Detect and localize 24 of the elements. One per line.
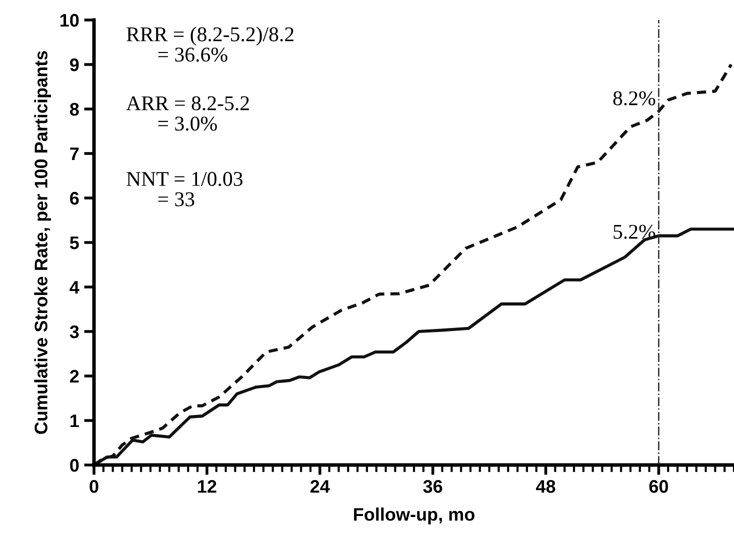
annotation: 8.2%	[613, 91, 656, 106]
annotation: RRR = (8.2-5.2)/8.2 = 36.6%	[126, 26, 294, 62]
y-axis-title: Cumulative Stroke Rate, per 100 Participants	[34, 51, 51, 434]
annotation: 5.2%	[614, 224, 656, 239]
y-tick-label: 2	[70, 370, 79, 383]
annotation: NNT = 1/0.03 = 33	[126, 172, 242, 206]
y-tick-label: 5	[70, 236, 79, 250]
y-tick-label: 8	[70, 102, 79, 116]
y-tick-label: 3	[70, 325, 79, 338]
x-axis-title: Follow-up, mo	[354, 508, 474, 524]
x-tick-label: 36	[423, 480, 442, 493]
y-tick-label: 0	[70, 458, 79, 472]
x-tick-label: 12	[198, 480, 216, 493]
x-tick-label: 60	[649, 480, 668, 493]
x-tick-label: 48	[536, 480, 556, 493]
annotation: ARR = 8.2-5.2 = 3.0%	[126, 96, 249, 131]
x-tick-label: 0	[90, 480, 98, 493]
y-tick-label: 1	[70, 414, 79, 428]
y-tick-label: 9	[70, 58, 79, 72]
y-tick-label: 6	[70, 192, 79, 205]
y-tick-label: 4	[70, 281, 80, 294]
y-tick-label: 7	[70, 148, 79, 160]
y-tick-label: 10	[60, 14, 79, 27]
x-tick-label: 24	[310, 480, 330, 493]
